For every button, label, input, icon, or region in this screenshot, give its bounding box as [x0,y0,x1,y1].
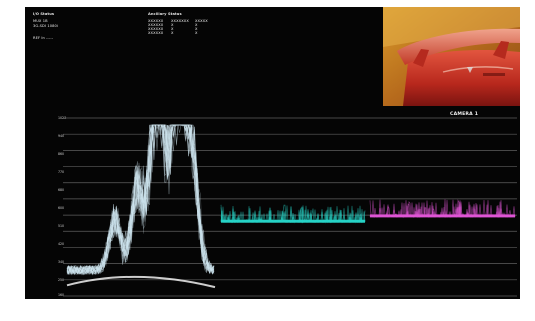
ancillary-cell: XXXXXX [148,19,164,23]
ancillary-cell: XXXXX [195,19,208,23]
tick-label: 340 [58,260,65,264]
video-thumbnail[interactable] [383,7,520,106]
cb-trace-core [221,219,365,223]
luma-trace-line [66,124,215,276]
luma-trace-line [66,124,215,275]
ancillary-cell: X [171,31,174,35]
tick-label: 420 [58,242,65,246]
ancillary-status-heading: Ancillary Status [148,12,182,16]
tick-label: 510 [58,224,65,228]
tick-label: 600 [58,206,65,210]
waveform-scope[interactable] [25,7,520,299]
luma-trace-line [66,124,215,275]
waveform-monitor: I/O Status MUX 1B 3G-SDI 1080i REF In --… [25,7,520,299]
tick-label: 860 [58,152,65,156]
io-status-line: MUX 1B [33,19,48,23]
cr-trace [369,199,516,219]
ancillary-cell: XXXXXX [148,27,164,31]
ancillary-cell: X [195,31,198,35]
car-thumbnail-image [383,7,520,106]
tick-label: 940 [58,134,65,138]
luma-trace-line [66,124,214,276]
ancillary-cell: X [195,23,198,27]
tick-label: 160 [58,293,65,297]
luma-trace-line [66,124,215,275]
ancillary-cell: XXXXXXX [171,19,189,23]
io-status-heading: I/O Status [33,12,55,16]
ancillary-cell: XXXXXX [148,23,164,27]
ancillary-cell: XXXXXX [148,31,164,35]
luma-trace-line [66,124,215,275]
io-status-ref: REF In ----- [33,36,54,40]
cr-trace-core [370,214,515,218]
luma-trace-line [66,124,215,276]
luma-trace-line [66,124,215,275]
tick-label: 250 [58,278,65,282]
tick-label: 680 [58,188,65,192]
luma-trace [66,124,216,289]
luma-trace-line [66,124,215,275]
ancillary-cell: X [195,27,198,31]
camera-label: CAMERA 1 [450,112,479,117]
ancillary-cell: X [171,23,174,27]
ancillary-cell: X [171,27,174,31]
io-status-line: 3G-SDI 1080i [33,24,58,28]
cb-trace [220,204,366,224]
tick-label: 1023 [58,116,67,120]
luma-baseline-trace [66,275,216,289]
tick-label: 770 [58,170,65,174]
